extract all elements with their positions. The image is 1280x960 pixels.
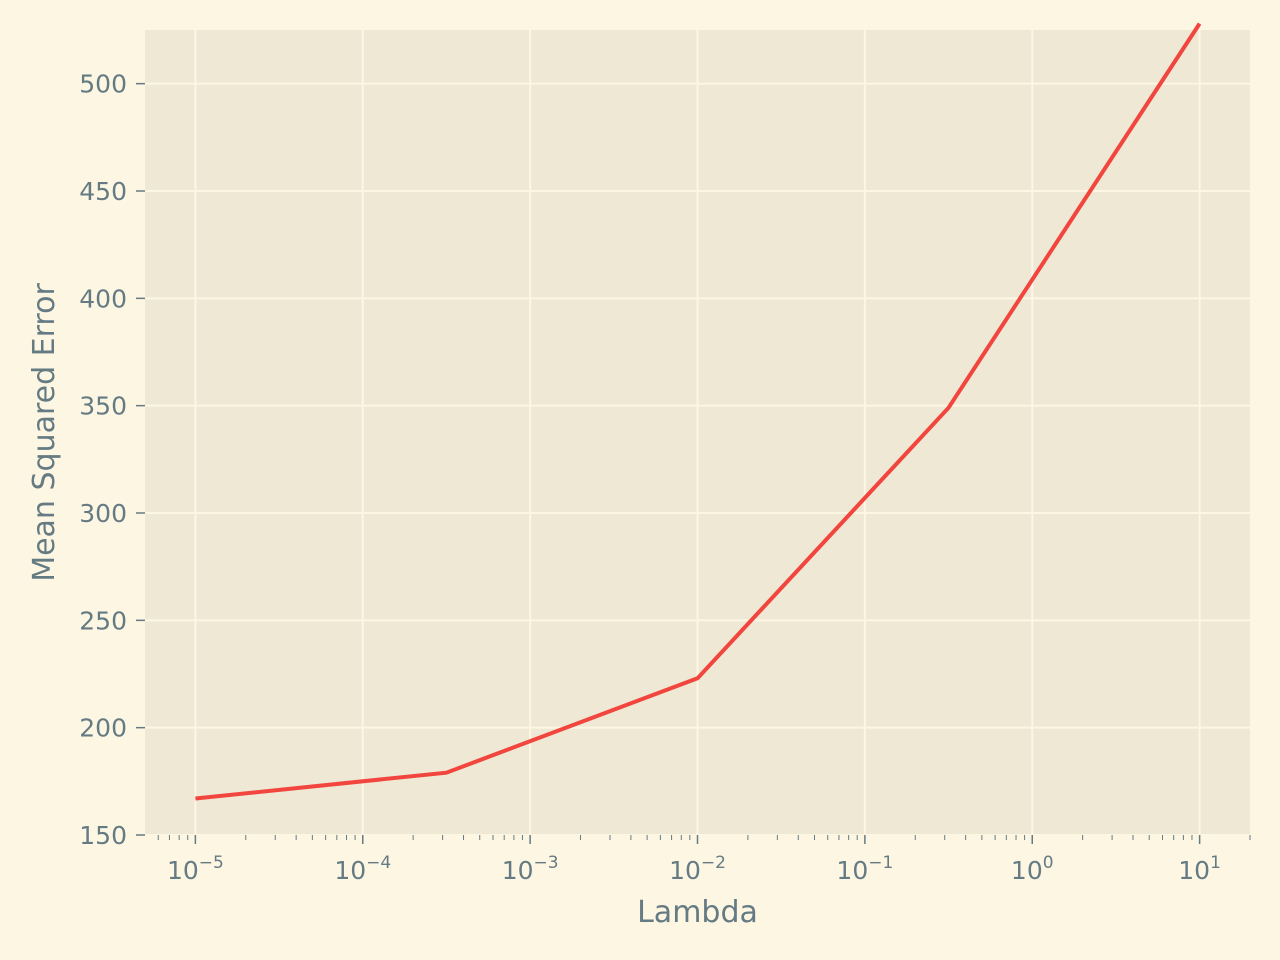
- x-tick-label: 10−5: [167, 853, 224, 885]
- x-axis-label: Lambda: [637, 895, 758, 930]
- series-line: [195, 22, 1202, 801]
- y-tick-label: 250: [79, 606, 127, 635]
- x-tick-label: 10−3: [502, 853, 559, 885]
- y-tick-label: 450: [79, 177, 127, 206]
- x-axis-ticks: 10−5 10−4 10−3 10−2 10−1 100 101: [157, 835, 1251, 885]
- y-axis-ticks: 150 200 250 300 350 400 450 500: [79, 70, 145, 850]
- x-tick-label: 10−2: [669, 853, 726, 885]
- grid-lines: [145, 30, 1250, 836]
- y-tick-label: 200: [79, 714, 127, 743]
- x-tick-label: 10−4: [334, 853, 391, 885]
- x-tick-label: 10−1: [836, 853, 893, 885]
- y-tick-label: 300: [79, 499, 127, 528]
- x-tick-label: 100: [1011, 853, 1054, 885]
- y-tick-label: 350: [79, 392, 127, 421]
- y-tick-label: 400: [79, 284, 127, 313]
- y-tick-label: 150: [79, 821, 127, 850]
- y-tick-label: 500: [79, 70, 127, 99]
- x-tick-label: 101: [1178, 853, 1221, 885]
- y-axis-label: Mean Squared Error: [27, 283, 62, 582]
- series-layer: [195, 22, 1202, 801]
